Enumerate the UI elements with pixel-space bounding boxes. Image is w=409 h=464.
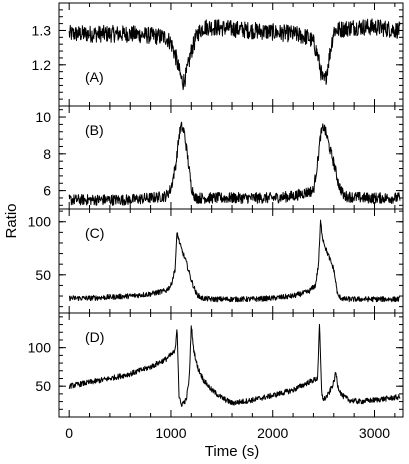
- series-line: [68, 121, 401, 206]
- y-axis-label: Ratio: [3, 203, 20, 238]
- series-line: [68, 219, 401, 303]
- series-line: [68, 18, 401, 91]
- y-tick-label: 1.3: [32, 22, 52, 38]
- y-tick-label: 10: [35, 109, 51, 125]
- panel-label: (D): [85, 329, 104, 345]
- panel-label: (A): [85, 69, 104, 85]
- panel: 50 100 (C): [28, 208, 404, 314]
- panel-label: (B): [85, 122, 104, 138]
- y-tick-label: 8: [43, 146, 51, 162]
- y-tick-label: 50: [35, 378, 51, 394]
- panels: 1.2 1.3 (A) 6 8 10 (B) 50 100 (C) 50 100 (D): [28, 2, 404, 418]
- y-tick-label: 100: [28, 340, 52, 356]
- x-tick-label: 2000: [257, 425, 288, 441]
- x-axis: 0 1000 2000 3000: [65, 425, 390, 441]
- panel-label: (C): [85, 225, 104, 241]
- x-tick-label: 3000: [359, 425, 390, 441]
- panel-frame: [58, 312, 404, 418]
- x-tick-label: 0: [65, 425, 73, 441]
- panel: 6 8 10 (B): [35, 105, 404, 210]
- series-line: [68, 323, 401, 407]
- x-tick-label: 1000: [155, 425, 186, 441]
- y-tick-label: 100: [28, 214, 52, 230]
- y-tick-label: 6: [43, 183, 51, 199]
- y-tick-label: 50: [35, 267, 51, 283]
- panel: 1.2 1.3 (A): [32, 2, 404, 107]
- x-axis-label: Time (s): [205, 443, 259, 460]
- panel-frame: [58, 2, 404, 107]
- y-tick-label: 1.2: [32, 57, 52, 73]
- panel: 50 100 (D): [28, 312, 404, 418]
